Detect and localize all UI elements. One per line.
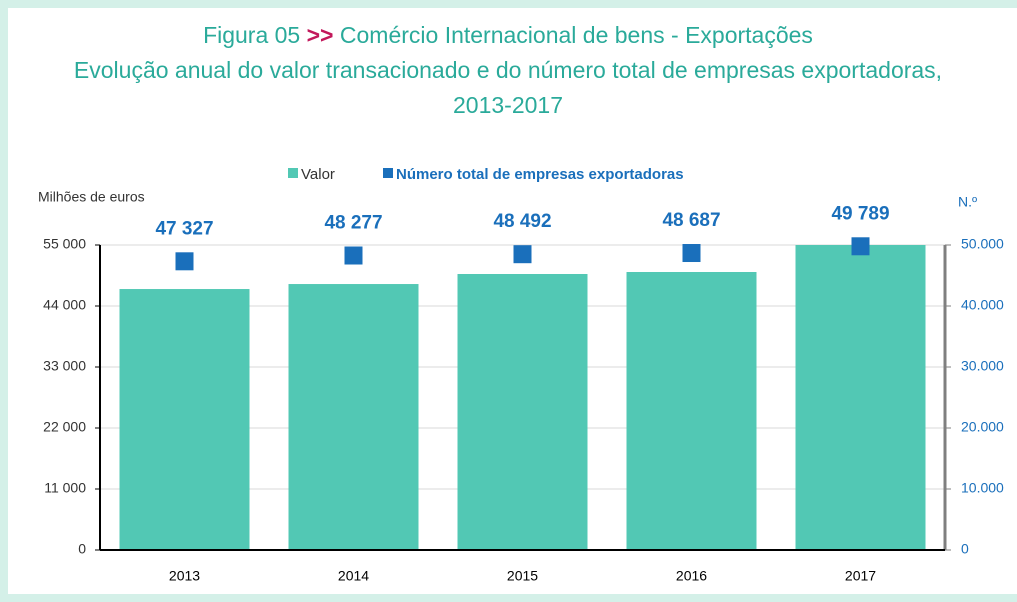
x-tick-label: 2017 <box>845 568 876 584</box>
data-label: 48 687 <box>662 210 720 231</box>
y-tick-label: 55 000 <box>43 236 86 252</box>
data-label: 48 492 <box>493 211 551 232</box>
chart-subtitle: Evolução anual do valor transacionado e … <box>73 57 943 118</box>
bar <box>119 289 250 550</box>
data-label: 48 277 <box>324 213 382 234</box>
y2-tick-label: 30.000 <box>961 358 1004 374</box>
y-tick-label: 22 000 <box>43 419 86 435</box>
marker <box>175 252 194 271</box>
y-axis-label: Milhões de euros <box>38 189 145 205</box>
y2-axis-label: N.º <box>958 194 977 210</box>
legend-label: Valor <box>301 166 335 183</box>
bar <box>457 274 588 550</box>
y-tick-label: 33 000 <box>43 358 86 374</box>
marker <box>513 245 532 264</box>
marker <box>682 244 701 263</box>
y2-tick-label: 0 <box>961 541 969 557</box>
y2-tick-label: 50.000 <box>961 236 1004 252</box>
legend-swatch <box>383 168 393 178</box>
legend-swatch <box>288 168 298 178</box>
y-tick-label: 0 <box>78 541 86 557</box>
chart-title: Comércio Internacional de bens - Exporta… <box>339 22 813 48</box>
bar <box>626 272 757 550</box>
y-tick-label: 44 000 <box>43 297 86 313</box>
x-tick-label: 2016 <box>676 568 707 584</box>
marker <box>851 237 870 256</box>
bar <box>795 245 926 550</box>
y2-tick-label: 40.000 <box>961 297 1004 313</box>
data-label: 47 327 <box>155 218 213 239</box>
x-tick-label: 2014 <box>338 568 369 584</box>
title-line: Figura 05 >> Comércio Internacional de b… <box>58 18 958 53</box>
figure-label: Figura 05 <box>203 22 301 48</box>
y2-tick-label: 20.000 <box>961 419 1004 435</box>
titles: Figura 05 >> Comércio Internacional de b… <box>58 18 958 123</box>
x-tick-label: 2013 <box>169 568 200 584</box>
legend-label: Número total de empresas exportadoras <box>396 166 684 183</box>
separator: >> <box>306 22 334 48</box>
y2-tick-label: 10.000 <box>961 480 1004 496</box>
marker <box>344 246 363 265</box>
bar <box>288 284 419 550</box>
y-tick-label: 11 000 <box>44 480 86 496</box>
x-tick-label: 2015 <box>507 568 538 584</box>
data-label: 49 789 <box>831 203 889 224</box>
